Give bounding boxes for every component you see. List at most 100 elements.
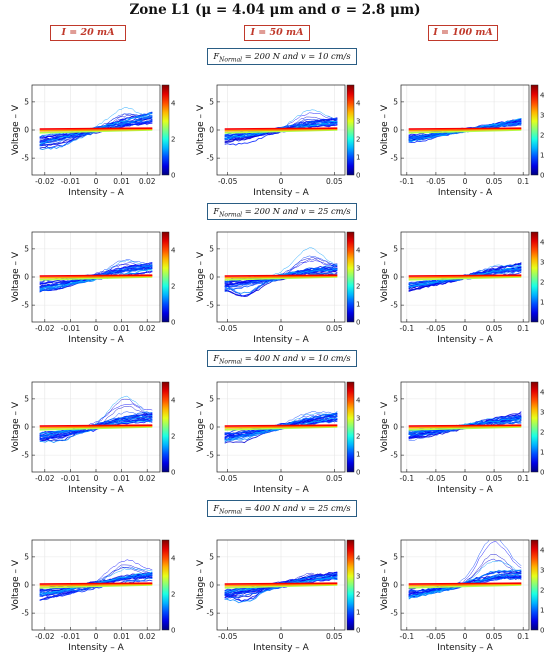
colorbar-tick-label: 3 (540, 567, 544, 575)
colorbar-tick-label: 0 (171, 627, 175, 635)
colorbar (346, 84, 355, 176)
x-tick-label: 0.02 (139, 632, 156, 641)
flat-band-curve (408, 127, 522, 130)
condition-text: = 400 N and v = 25 cm/s (242, 503, 351, 513)
flat-band-curve (408, 274, 522, 277)
flat-band-curve (408, 583, 522, 587)
x-tick-label: -0.05 (218, 474, 238, 483)
x-axis-label: Intensity – A (253, 643, 309, 653)
flat-band-curve (224, 275, 338, 279)
current-label-20ma: I = 20 mA (50, 25, 126, 41)
colorbar-tick-label: 0 (171, 172, 175, 180)
x-axis-label: Intensity – A (437, 335, 493, 345)
x-tick-label: -0.05 (218, 324, 238, 333)
x-tick-label: -0.05 (426, 177, 446, 186)
chart-panel-r3c3: -0.1 -0.05 0 0.05 0.1 -5 0 5 Intensity – A Voltag… (380, 381, 545, 495)
flat-band-curve (39, 127, 153, 130)
colorbar-tick-label: 4 (171, 247, 176, 255)
flat-band-curve (408, 276, 522, 281)
y-axis-label: Voltage – V (11, 251, 21, 302)
current-label-100ma: I = 100 mA (428, 25, 498, 41)
colorbar-tick-label: 1 (356, 301, 360, 309)
colorbar (530, 381, 539, 473)
y-tick-label: -5 (391, 451, 399, 460)
y-tick-label: -5 (391, 154, 399, 163)
curve-group (224, 247, 338, 298)
flat-band-curve (408, 425, 522, 429)
condition-f-sub: Normal (219, 508, 243, 516)
y-tick-label: 0 (24, 581, 29, 590)
colorbar-tick-label: 0 (171, 319, 175, 327)
colorbar-tick-label: 0 (171, 469, 175, 477)
x-tick-label: -0.01 (61, 474, 81, 483)
x-tick-label: 0.1 (517, 474, 529, 483)
flat-band-curve (224, 129, 338, 134)
colorbar-tick-label: 4 (171, 100, 176, 108)
y-tick-label: -5 (22, 154, 30, 163)
flat-band-curve (224, 582, 338, 585)
y-tick-label: 0 (209, 581, 214, 590)
flat-band-curve (39, 275, 153, 279)
x-tick-label: 0.05 (486, 474, 503, 483)
colorbar-tick-label: 3 (356, 118, 360, 126)
x-axis-label: Intensity – A (437, 643, 493, 653)
y-axis-label: Voltage – V (380, 251, 390, 302)
y-tick-label: -5 (22, 609, 30, 618)
colorbar-tick-label: 4 (356, 555, 361, 563)
y-tick-label: 5 (24, 244, 29, 253)
flat-band-curve (224, 424, 338, 427)
y-tick-label: 0 (393, 581, 398, 590)
y-tick-label: 0 (393, 126, 398, 135)
condition-f-sub: Normal (219, 211, 243, 219)
data-curve (408, 540, 522, 596)
flat-band-curve (408, 424, 522, 427)
y-axis-label: Voltage – V (380, 104, 390, 155)
chart-panel-r2c1: -0.02 -0.01 0 0.01 0.02 -5 0 5 Intensity – A Volt… (11, 231, 176, 345)
x-tick-label: 0 (463, 474, 468, 483)
y-axis-label: Voltage – V (11, 104, 21, 155)
y-tick-label: 5 (24, 97, 29, 106)
colorbar (161, 231, 170, 323)
colorbar-tick-label: 2 (171, 136, 175, 144)
x-tick-label: 0.05 (326, 632, 343, 641)
y-tick-label: 0 (209, 126, 214, 135)
colorbar-tick-label: 1 (356, 451, 360, 459)
colorbar-tick-label: 4 (171, 397, 176, 405)
y-tick-label: 0 (24, 273, 29, 282)
flat-band-curve (408, 128, 522, 132)
x-tick-label: 0 (94, 324, 99, 333)
colorbar-tick-label: 1 (540, 449, 544, 457)
colorbar (161, 381, 170, 473)
condition-f-label: F (213, 353, 220, 363)
x-tick-label: 0 (463, 632, 468, 641)
x-tick-label: 0.01 (113, 324, 130, 333)
flat-band-curve (39, 582, 153, 585)
condition-f-label: F (213, 503, 220, 513)
y-tick-label: -5 (391, 301, 399, 310)
colorbar-tick-label: 2 (171, 591, 175, 599)
data-curve (39, 573, 153, 593)
flat-band-curve (39, 276, 153, 281)
x-tick-label: 0.1 (517, 324, 529, 333)
y-axis-label: Voltage – V (196, 559, 206, 610)
colorbar (530, 231, 539, 323)
y-tick-label: 0 (393, 423, 398, 432)
condition-f-label: F (213, 206, 220, 216)
x-axis-label: Intensity - A (438, 188, 493, 198)
x-tick-label: 0.05 (326, 474, 343, 483)
x-tick-label: -0.02 (35, 177, 55, 186)
flat-band-curve (408, 129, 522, 134)
flat-band-curve (224, 276, 338, 281)
colorbar-tick-label: 2 (540, 429, 544, 437)
x-tick-label: 0.02 (139, 177, 156, 186)
x-axis-label: Intensity – A (253, 485, 309, 495)
y-tick-label: -5 (391, 609, 399, 618)
curve-group (39, 107, 153, 150)
x-tick-label: -0.1 (399, 474, 414, 483)
y-tick-label: 5 (393, 394, 398, 403)
x-axis-label: Intensity – A (68, 643, 124, 653)
